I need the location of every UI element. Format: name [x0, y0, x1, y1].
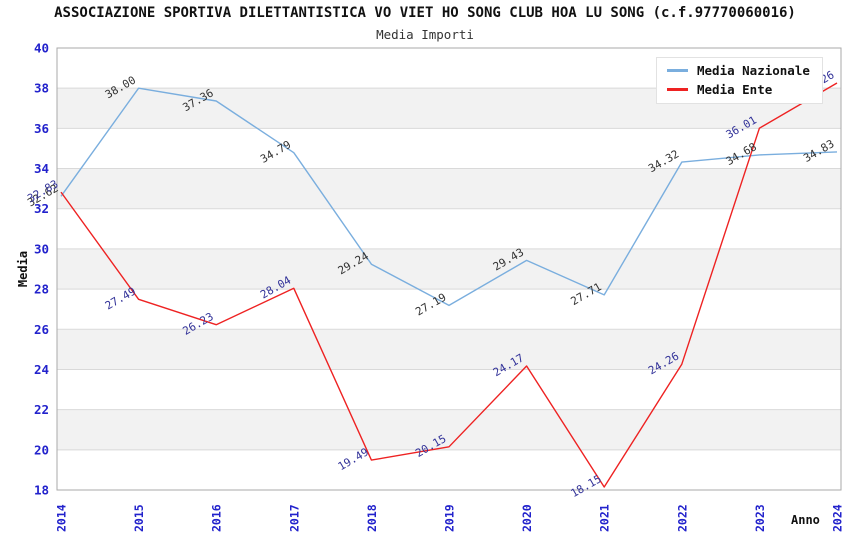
value-label-media-ente: 18.15 [569, 472, 604, 500]
y-tick-label: 38 [34, 81, 49, 96]
x-tick-label: 2016 [210, 504, 224, 532]
legend-item-media-nazionale: Media Nazionale [667, 63, 810, 78]
x-tick-label: 2022 [675, 504, 689, 532]
y-tick-label: 30 [34, 241, 49, 256]
y-tick-label: 22 [34, 402, 49, 417]
chart-subtitle: Media Importi [376, 27, 474, 42]
y-tick-label: 18 [34, 483, 49, 498]
x-tick-label: 2019 [443, 504, 457, 532]
value-label-media-nazionale: 34.68 [724, 140, 759, 168]
legend-label: Media Ente [697, 82, 773, 97]
x-tick-label: 2020 [520, 504, 534, 532]
value-label-media-nazionale: 34.79 [258, 138, 293, 166]
stripe-band [57, 329, 841, 370]
y-tick-label: 24 [34, 362, 49, 377]
value-label-media-nazionale: 27.19 [413, 291, 448, 319]
y-tick-label: 40 [34, 41, 49, 56]
plot-series-lines [60, 82, 838, 488]
value-label-media-nazionale: 34.83 [801, 137, 836, 165]
series-line-1 [60, 82, 838, 488]
legend-label: Media Nazionale [697, 63, 810, 78]
legend: Media Nazionale Media Ente [656, 57, 823, 104]
chart-title: ASSOCIAZIONE SPORTIVA DILETTANTISTICA VO… [54, 5, 796, 21]
media-ente-line-swatch [667, 88, 688, 91]
stripe-band [57, 409, 841, 450]
y-tick-label: 28 [34, 282, 49, 297]
plot-background [57, 88, 841, 450]
legend-item-media-ente: Media Ente [667, 82, 810, 97]
media-nazionale-line-swatch [667, 69, 688, 72]
x-tick-label: 2015 [132, 504, 146, 532]
y-tick-label: 32 [34, 201, 49, 216]
x-tick-label: 2024 [831, 504, 845, 532]
plot-border [56, 47, 842, 491]
x-tick-label: 2023 [753, 504, 767, 532]
x-tick-label: 2018 [365, 504, 379, 532]
stripe-band [57, 248, 841, 290]
x-tick-label: 2014 [55, 504, 69, 532]
y-tick-label: 26 [34, 322, 49, 337]
stripe-band [57, 168, 841, 209]
plot-frame [56, 47, 842, 491]
x-tick-label: 2021 [598, 504, 612, 532]
x-tick-label: 2017 [287, 504, 301, 532]
y-tick-label: 34 [34, 161, 49, 176]
y-tick-label: 36 [34, 121, 49, 136]
x-axis-title: Anno [791, 513, 820, 527]
y-tick-label: 20 [34, 442, 49, 457]
series-line-0 [60, 87, 838, 307]
y-axis-title: Media [16, 251, 30, 287]
